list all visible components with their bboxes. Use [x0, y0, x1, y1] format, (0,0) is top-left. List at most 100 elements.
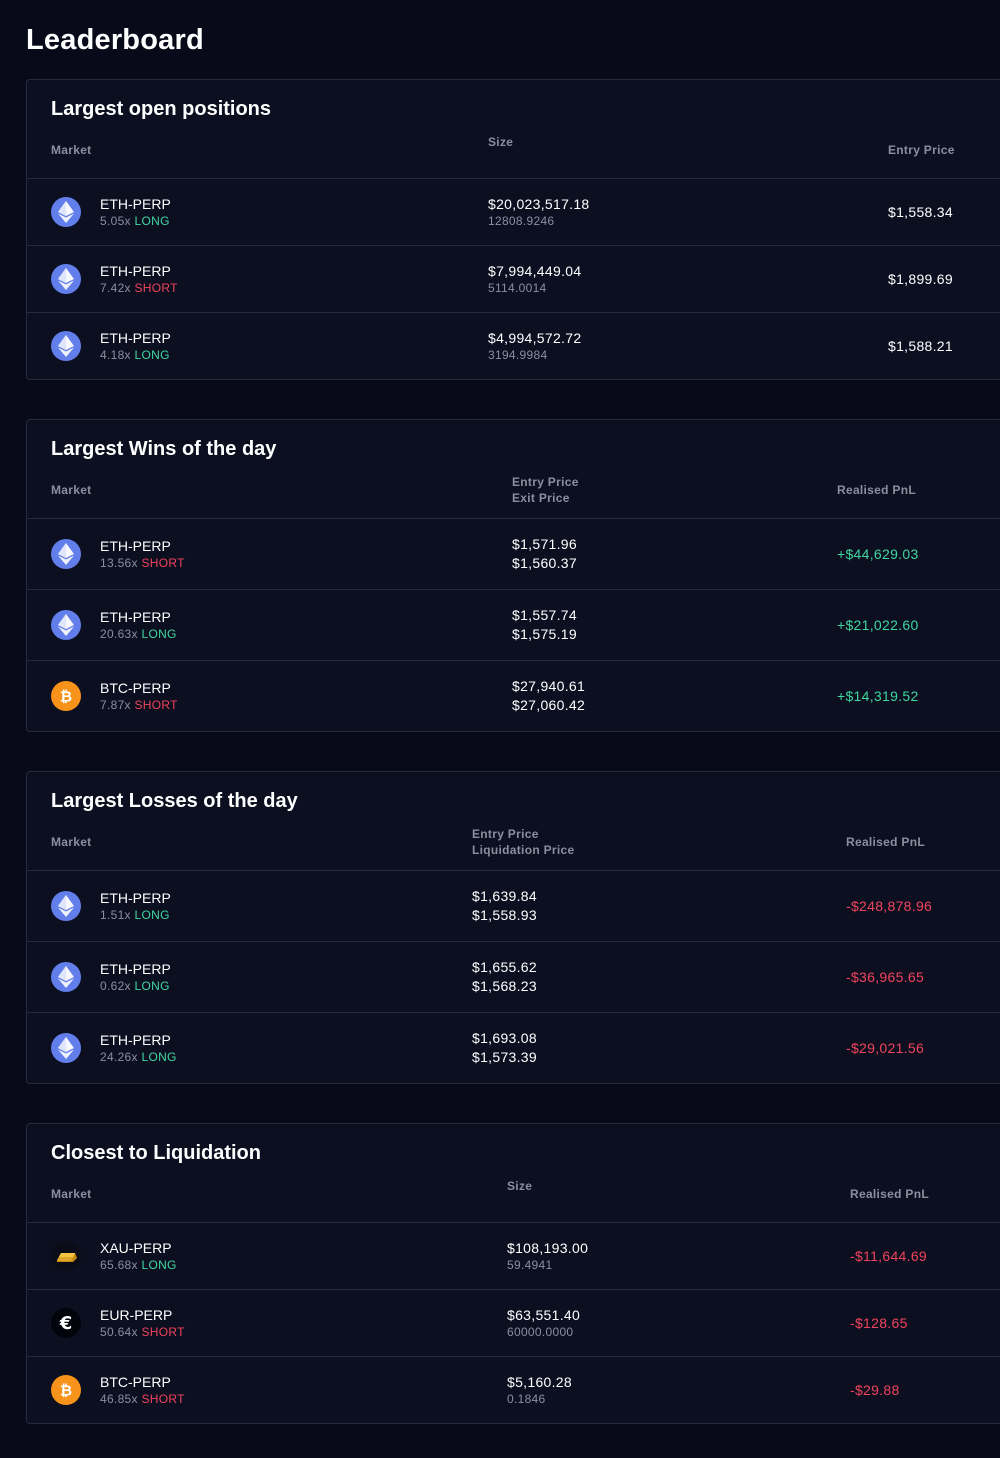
- liquidation-price: $1,573.39: [472, 1049, 537, 1065]
- table-row[interactable]: ETH-PERP 0.62x LONG $1,655.62 $1,568.23 …: [27, 941, 1000, 1012]
- position-info: 46.85x SHORT: [100, 1392, 185, 1406]
- entry-price: $27,940.61: [512, 678, 586, 694]
- exit-price: $1,560.37: [512, 555, 577, 571]
- table-row[interactable]: ₿ BTC-PERP 46.85x SHORT $5,160.28 0.1846…: [27, 1356, 1000, 1423]
- position-info: 50.64x SHORT: [100, 1325, 185, 1339]
- market-name: ETH-PERP: [100, 196, 171, 212]
- position-size: $5,160.28: [507, 1374, 572, 1390]
- position-info: 20.63x LONG: [100, 627, 177, 641]
- entry-price: $1,655.62: [472, 959, 537, 975]
- position-info: 65.68x LONG: [100, 1258, 177, 1272]
- position-amount: 5114.0014: [488, 281, 547, 295]
- entry-price: $1,558.34: [888, 204, 953, 220]
- position-info: 5.05x LONG: [100, 214, 170, 228]
- position-info: 7.87x SHORT: [100, 698, 178, 712]
- leverage: 50.64x: [100, 1325, 138, 1339]
- side-badge: SHORT: [141, 556, 185, 570]
- realised-pnl: -$128.65: [850, 1315, 908, 1331]
- header-size: Size: [488, 135, 514, 149]
- position-size: $7,994,449.04: [488, 263, 582, 279]
- position-info: 13.56x SHORT: [100, 556, 185, 570]
- side-badge: SHORT: [141, 1392, 185, 1406]
- market-name: ETH-PERP: [100, 890, 171, 906]
- position-info: 0.62x LONG: [100, 979, 170, 993]
- realised-pnl: +$44,629.03: [837, 546, 919, 562]
- side-badge: LONG: [141, 627, 177, 641]
- market-name: ETH-PERP: [100, 263, 171, 279]
- euro-icon: €: [51, 1308, 81, 1338]
- closest-to-liquidation-card: Closest to Liquidation Market Size Reali…: [26, 1123, 1000, 1424]
- eth-icon: [51, 539, 81, 569]
- side-badge: LONG: [134, 979, 170, 993]
- header-realised-pnl: Realised PnL: [846, 835, 925, 849]
- side-badge: LONG: [134, 908, 170, 922]
- position-info: 4.18x LONG: [100, 348, 170, 362]
- header-entry-price: Entry Price: [512, 475, 579, 489]
- market-name: ETH-PERP: [100, 609, 171, 625]
- eth-icon: [51, 197, 81, 227]
- entry-price: $1,557.74: [512, 607, 577, 623]
- exit-price: $27,060.42: [512, 697, 586, 713]
- position-info: 24.26x LONG: [100, 1050, 177, 1064]
- entry-price: $1,571.96: [512, 536, 577, 552]
- entry-price: $1,588.21: [888, 338, 953, 354]
- table-row[interactable]: ETH-PERP 4.18x LONG $4,994,572.72 3194.9…: [27, 312, 1000, 379]
- liquidation-price: $1,558.93: [472, 907, 537, 923]
- btc-icon: ₿: [51, 1375, 81, 1405]
- header-exit-price: Exit Price: [512, 491, 570, 505]
- eth-icon: [51, 264, 81, 294]
- table-row[interactable]: ETH-PERP 7.42x SHORT $7,994,449.04 5114.…: [27, 245, 1000, 312]
- leverage: 7.42x: [100, 281, 131, 295]
- largest-wins-card: Largest Wins of the day Market Entry Pri…: [26, 419, 1000, 732]
- header-market: Market: [51, 1187, 92, 1201]
- side-badge: LONG: [134, 348, 170, 362]
- market-name: ETH-PERP: [100, 961, 171, 977]
- position-amount: 12808.9246: [488, 214, 555, 228]
- table-row[interactable]: € EUR-PERP 50.64x SHORT $63,551.40 60000…: [27, 1289, 1000, 1356]
- market-name: EUR-PERP: [100, 1307, 173, 1323]
- table-row[interactable]: ETH-PERP 13.56x SHORT $1,571.96 $1,560.3…: [27, 518, 1000, 589]
- entry-price: $1,639.84: [472, 888, 537, 904]
- table-row[interactable]: ETH-PERP 1.51x LONG $1,639.84 $1,558.93 …: [27, 870, 1000, 941]
- position-size: $20,023,517.18: [488, 196, 590, 212]
- table-row[interactable]: ₿ BTC-PERP 7.87x SHORT $27,940.61 $27,06…: [27, 660, 1000, 731]
- card-title: Largest open positions: [51, 98, 272, 120]
- realised-pnl: -$29,021.56: [846, 1040, 925, 1056]
- market-name: BTC-PERP: [100, 1374, 171, 1390]
- side-badge: LONG: [141, 1050, 177, 1064]
- position-amount: 59.4941: [507, 1258, 553, 1272]
- position-info: 1.51x LONG: [100, 908, 170, 922]
- header-realised-pnl: Realised PnL: [850, 1187, 929, 1201]
- side-badge: SHORT: [134, 698, 178, 712]
- table-row[interactable]: ETH-PERP 24.26x LONG $1,693.08 $1,573.39…: [27, 1012, 1000, 1083]
- page-title: Leaderboard: [26, 24, 204, 56]
- position-info: 7.42x SHORT: [100, 281, 178, 295]
- market-name: BTC-PERP: [100, 680, 171, 696]
- position-size: $108,193.00: [507, 1240, 589, 1256]
- realised-pnl: +$14,319.52: [837, 688, 919, 704]
- table-row[interactable]: ETH-PERP 5.05x LONG $20,023,517.18 12808…: [27, 178, 1000, 245]
- card-title: Largest Wins of the day: [51, 438, 277, 460]
- side-badge: LONG: [141, 1258, 177, 1272]
- header-entry-price: Entry Price: [472, 827, 539, 841]
- liquidation-price: $1,568.23: [472, 978, 537, 994]
- leverage: 13.56x: [100, 556, 138, 570]
- side-badge: SHORT: [134, 281, 178, 295]
- leverage: 4.18x: [100, 348, 131, 362]
- realised-pnl: -$248,878.96: [846, 898, 933, 914]
- leverage: 7.87x: [100, 698, 131, 712]
- market-name: XAU-PERP: [100, 1240, 172, 1256]
- exit-price: $1,575.19: [512, 626, 577, 642]
- leverage: 5.05x: [100, 214, 131, 228]
- open-positions-card: Largest open positions Market Size Entry…: [26, 79, 1000, 380]
- table-row[interactable]: ETH-PERP 20.63x LONG $1,557.74 $1,575.19…: [27, 589, 1000, 660]
- header-market: Market: [51, 835, 92, 849]
- eth-icon: [51, 610, 81, 640]
- card-title: Closest to Liquidation: [51, 1142, 261, 1164]
- market-name: ETH-PERP: [100, 330, 171, 346]
- position-amount: 3194.9984: [488, 348, 548, 362]
- eth-icon: [51, 962, 81, 992]
- table-row[interactable]: XAU-PERP 65.68x LONG $108,193.00 59.4941…: [27, 1222, 1000, 1289]
- leverage: 46.85x: [100, 1392, 138, 1406]
- market-name: ETH-PERP: [100, 538, 171, 554]
